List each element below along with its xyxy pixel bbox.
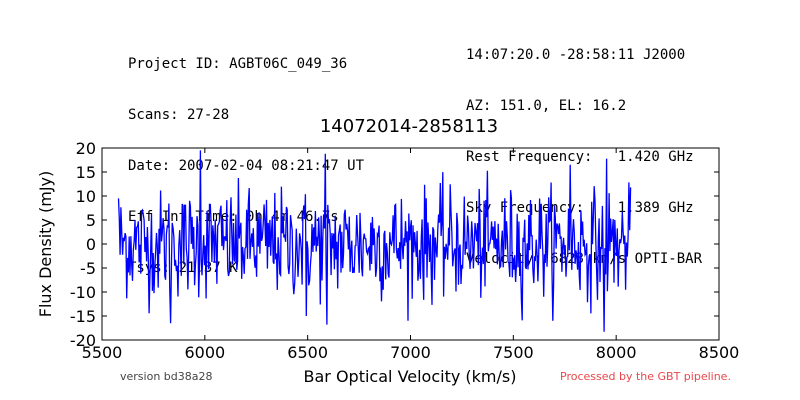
x-axis-label: Bar Optical Velocity (km/s) xyxy=(304,367,517,386)
y-tick-label: 5 xyxy=(86,211,96,230)
header-right-block: 14:07:20.0 -28:58:11 J2000 AZ: 151.0, EL… xyxy=(466,13,702,285)
version-text: version bd38a28 xyxy=(120,370,213,383)
coordinates-text: 14:07:20.0 -28:58:11 J2000 xyxy=(466,47,686,63)
x-tick-label: 6500 xyxy=(287,343,328,362)
sky-frequency-text: Sky Frequency: 1.389 GHz xyxy=(466,200,694,216)
x-tick-label: 8000 xyxy=(596,343,637,362)
y-tick-label: 15 xyxy=(76,163,96,182)
y-tick-label: 0 xyxy=(86,235,96,254)
x-tick-label: 6000 xyxy=(184,343,225,362)
spectrum-series-line xyxy=(117,150,632,332)
y-tick-label: 20 xyxy=(76,139,96,158)
x-tick-label: 7500 xyxy=(493,343,534,362)
x-tick-label: 8500 xyxy=(699,343,740,362)
pipeline-credit-text: Processed by the GBT pipeline. xyxy=(560,370,731,383)
plot-frame xyxy=(101,147,720,341)
chart-title: 14072014-2858113 xyxy=(319,116,499,137)
project-id-text: Project ID: AGBT06C_049_36 xyxy=(128,56,348,72)
x-tick-label: 7000 xyxy=(390,343,431,362)
y-tick-label: -15 xyxy=(70,307,96,326)
az-el-text: AZ: 151.0, EL: 16.2 xyxy=(466,98,627,114)
rest-frequency-text: Rest Frequency: 1.420 GHz xyxy=(466,149,694,165)
y-tick-label: 10 xyxy=(76,187,96,206)
y-axis-label: Flux Density (mJy) xyxy=(36,171,55,318)
y-tick-label: -5 xyxy=(80,259,96,278)
tick-layer: 5500 6000 6500 7000 7500 8000 8500 -20 -15 -10 -5 0… xyxy=(70,139,740,362)
y-tick-label: -10 xyxy=(70,283,96,302)
x-tick-label: 5500 xyxy=(82,343,123,362)
scans-text: Scans: 27-28 xyxy=(128,107,230,123)
y-tick-label: -20 xyxy=(70,331,96,350)
